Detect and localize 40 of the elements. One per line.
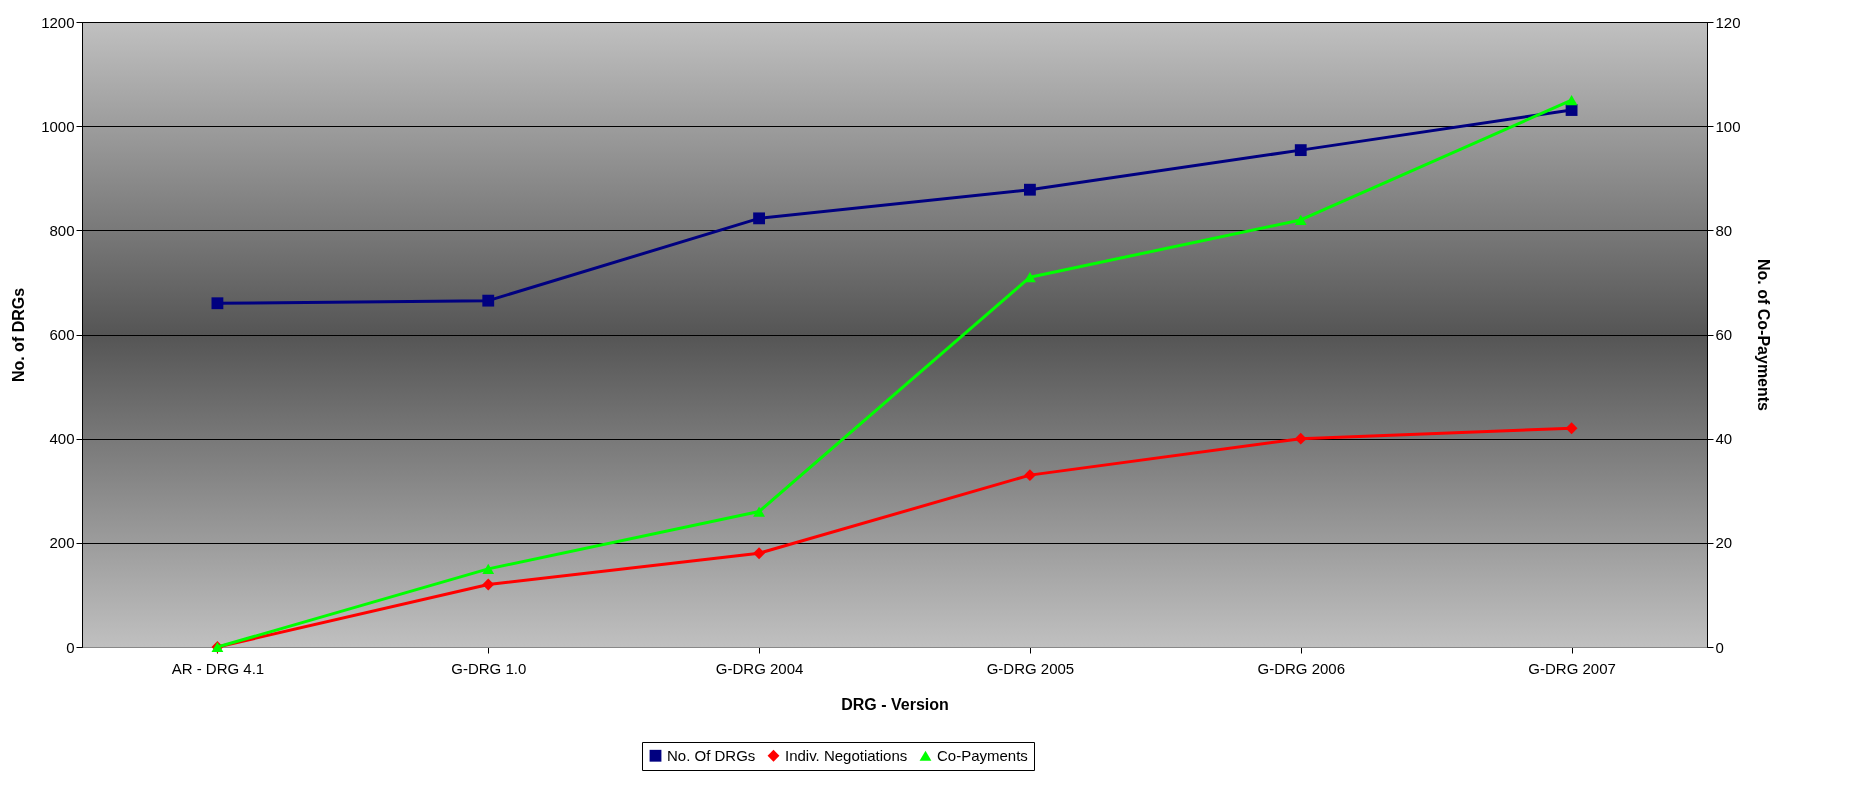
point	[211, 297, 224, 310]
legend-label: No. Of DRGs	[667, 746, 756, 764]
y-tick-label: 1000	[41, 117, 75, 135]
x-axis-title: DRG - Version	[841, 695, 949, 713]
y2-tick-label: 100	[1715, 117, 1741, 135]
point	[482, 294, 495, 307]
point	[1294, 214, 1307, 226]
point	[1294, 144, 1307, 157]
point	[753, 547, 765, 560]
y2-axis-title: No. of Co-Payments	[1754, 258, 1772, 412]
point	[482, 578, 495, 591]
x-tick-label: G-DRG 1.0	[451, 659, 527, 677]
y-tick-label: 800	[49, 221, 75, 239]
y-axis-title: No. of DRGs	[10, 287, 28, 383]
y2-tick-label: 80	[1715, 221, 1733, 239]
y2-tick-label: 20	[1715, 534, 1733, 552]
y2-tick-label: 40	[1715, 430, 1733, 448]
y-tick-label: 600	[49, 326, 75, 343]
y-tick-label: 400	[49, 430, 75, 448]
x-tick-label: G-DRG 2006	[1257, 659, 1346, 677]
y2-tick-label: 0	[1715, 638, 1724, 656]
y-tick-label: 200	[49, 534, 75, 552]
y2-tick-label: 120	[1715, 13, 1741, 31]
x-tick-label: G-DRG 2004	[715, 659, 804, 677]
x-tick-label: AR - DRG 4.1	[171, 659, 265, 677]
legend-label: Co-Payments	[937, 746, 1028, 764]
x-tick-label: G-DRG 2007	[1528, 659, 1616, 677]
point	[753, 506, 765, 517]
point	[1565, 95, 1578, 106]
point	[482, 563, 495, 574]
point	[1294, 432, 1307, 445]
y-tick-label: 1200	[41, 13, 75, 31]
y2-tick-label: 60	[1715, 326, 1733, 343]
point	[1024, 272, 1036, 283]
x-tick-label: G-DRG 2005	[986, 659, 1075, 677]
point	[753, 212, 765, 225]
point	[1024, 183, 1036, 196]
legend-label: Indiv. Negotiations	[785, 746, 908, 764]
point	[1024, 469, 1036, 482]
y-tick-label: 0	[66, 638, 75, 656]
